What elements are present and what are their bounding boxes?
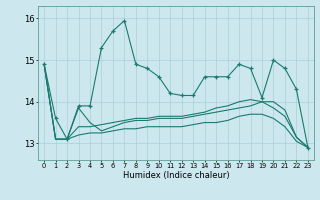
X-axis label: Humidex (Indice chaleur): Humidex (Indice chaleur) xyxy=(123,171,229,180)
